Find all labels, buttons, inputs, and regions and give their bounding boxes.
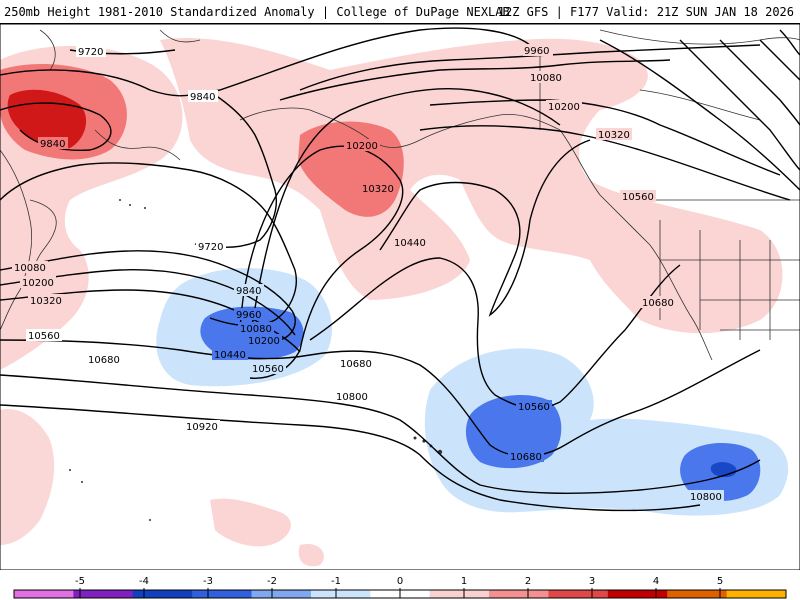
contour-label: 10560 <box>518 402 550 413</box>
colorbar-tick: -3 <box>203 576 213 587</box>
contour-label: 9960 <box>236 310 261 321</box>
colorbar-segment <box>251 590 312 598</box>
colorbar-tick: 1 <box>461 576 467 587</box>
colorbar-tick: 4 <box>653 576 659 587</box>
contour-label: 9840 <box>40 139 65 150</box>
coastlines <box>0 29 800 361</box>
contour-label: 10800 <box>336 392 368 403</box>
colorbar-tick-labels: -5 -4 -3 -2 -1 0 1 2 3 4 5 <box>75 576 723 587</box>
contour-label: 10680 <box>340 359 372 370</box>
contour-label: 10200 <box>22 278 54 289</box>
contour-label: 10680 <box>510 452 542 463</box>
contour-label: 10440 <box>394 238 426 249</box>
contour-label: 10320 <box>30 296 62 307</box>
colorbar-segment <box>607 590 668 598</box>
colorbar-tick: -4 <box>139 576 149 587</box>
contour-label: 10080 <box>530 73 562 84</box>
contour-label: 10680 <box>642 298 674 309</box>
label-bg <box>76 45 106 57</box>
contour-label: 10320 <box>598 130 630 141</box>
colorbar-segment <box>132 590 193 598</box>
colorbar-tick: -2 <box>267 576 277 587</box>
contour-label: 9720 <box>198 242 223 253</box>
colorbar-segment <box>548 590 609 598</box>
contour-label: 10560 <box>252 364 284 375</box>
contour-label: 9720 <box>78 47 103 58</box>
contour-label: 10560 <box>28 331 60 342</box>
contour-label: 9840 <box>236 286 261 297</box>
map-title: 250mb Height 1981-2010 Standardized Anom… <box>4 5 510 19</box>
contour-labels: 9720 9840 9840 9960 10080 10200 10200 10… <box>12 44 724 503</box>
contour-label: 9960 <box>524 46 549 57</box>
weather-map: 9720 9840 9840 9960 10080 10200 10200 10… <box>0 24 800 570</box>
anomaly-colorbar: -5 -4 -3 -2 -1 0 1 2 3 4 5 <box>0 570 800 600</box>
contour-label: 10680 <box>88 355 120 366</box>
model-valid-time: 12Z GFS | F177 Valid: 21Z SUN JAN 18 202… <box>497 5 794 19</box>
contour-label: 9840 <box>190 92 215 103</box>
colorbar-segment <box>310 590 371 598</box>
contour-label: 10080 <box>240 324 272 335</box>
colorbar-tick: 0 <box>397 576 403 587</box>
colorbar-segment <box>192 590 253 598</box>
height-contours <box>0 27 800 512</box>
colorbar-tick: 3 <box>589 576 595 587</box>
colorbar-segment <box>14 590 74 598</box>
colorbar-tick-marks <box>79 588 721 598</box>
colorbar-segment <box>489 590 549 598</box>
contour-label: 10800 <box>690 492 722 503</box>
contour-label: 10560 <box>622 192 654 203</box>
colorbar-segment <box>726 590 787 598</box>
contour-label: 10200 <box>346 141 378 152</box>
colorbar-tick: 2 <box>525 576 531 587</box>
colorbar-tick: -5 <box>75 576 85 587</box>
contour-label: 10440 <box>214 350 246 361</box>
colorbar-tick: 5 <box>717 576 723 587</box>
colorbar-tick: -1 <box>331 576 341 587</box>
contour-label: 10200 <box>248 336 280 347</box>
colorbar-segment <box>73 590 134 598</box>
contour-label: 10200 <box>548 102 580 113</box>
colorbar-segment <box>667 590 728 598</box>
contour-label: 10320 <box>362 184 394 195</box>
contour-label: 10920 <box>186 422 218 433</box>
colorbar-segment <box>429 590 490 598</box>
contour-label: 10080 <box>14 263 46 274</box>
map-title-bar: 250mb Height 1981-2010 Standardized Anom… <box>0 0 800 24</box>
